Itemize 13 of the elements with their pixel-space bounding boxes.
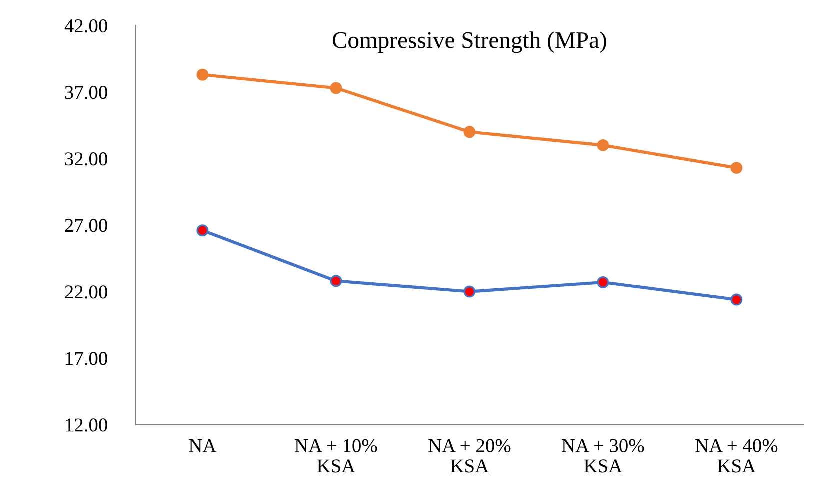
y-tick-label: 12.00 [66,418,108,432]
y-tick-label: 32.00 [65,152,108,166]
x-tick-label: NA + 20% KSA [428,439,511,473]
y-tick-label: 27.00 [65,219,108,232]
y-tick-label: 22.00 [65,286,108,299]
x-tick-label: NA + 30% KSA [562,439,644,473]
x-tick-label: NA [189,439,217,452]
chart-title: Compressive Strength (MPa) [332,32,606,54]
y-tick-label: 17.00 [66,352,108,366]
x-tick-label: NA + 40% KSA [696,439,778,473]
x-tick-label: NA + 10% KSA [295,439,378,473]
y-tick-label: 37.00 [65,86,108,100]
y-tick-label: 42.00 [64,20,108,33]
